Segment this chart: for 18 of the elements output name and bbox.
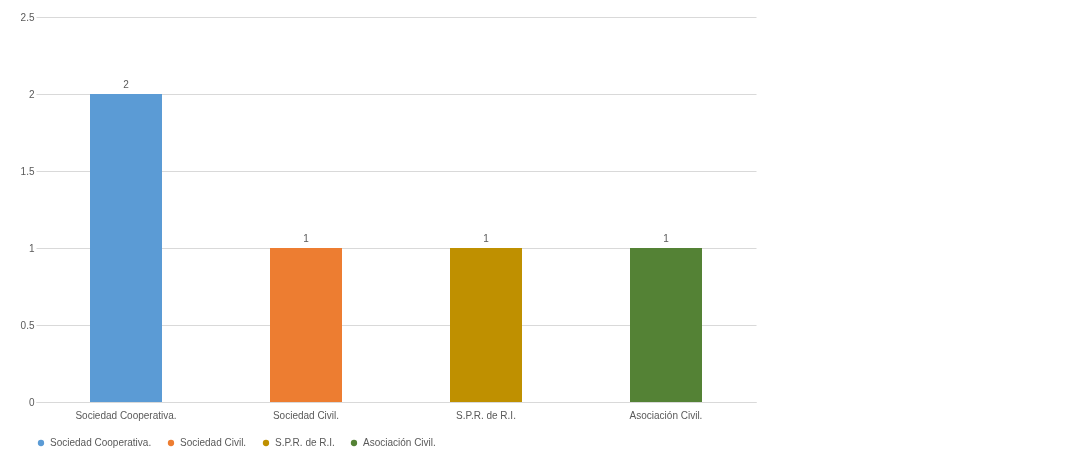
data-label: 1 xyxy=(663,233,670,244)
y-tick-label: 0.5 xyxy=(20,319,35,331)
x-tick-label: Sociedad Civil. xyxy=(272,409,340,421)
x-tick-label: S.P.R. de R.I. xyxy=(456,409,516,421)
x-tick-label: Sociedad Cooperativa. xyxy=(75,409,177,421)
data-label: 1 xyxy=(303,233,310,244)
y-tick-label: 1 xyxy=(28,242,35,254)
data-label: 1 xyxy=(483,233,490,244)
legend-label: Sociedad Cooperativa. xyxy=(50,437,152,448)
legend-label: Asociación Civil. xyxy=(363,437,436,448)
y-tick-label: 0 xyxy=(28,396,35,408)
y-tick-label: 1.5 xyxy=(20,165,35,177)
y-tick-label: 2 xyxy=(28,88,35,100)
legend-label: S.P.R. de R.I. xyxy=(275,437,335,448)
y-tick-label: 2.5 xyxy=(20,11,35,23)
data-label: 2 xyxy=(123,79,130,90)
x-tick-label: Asociación Civil. xyxy=(629,409,703,421)
legend-label: Sociedad Civil. xyxy=(180,437,247,448)
